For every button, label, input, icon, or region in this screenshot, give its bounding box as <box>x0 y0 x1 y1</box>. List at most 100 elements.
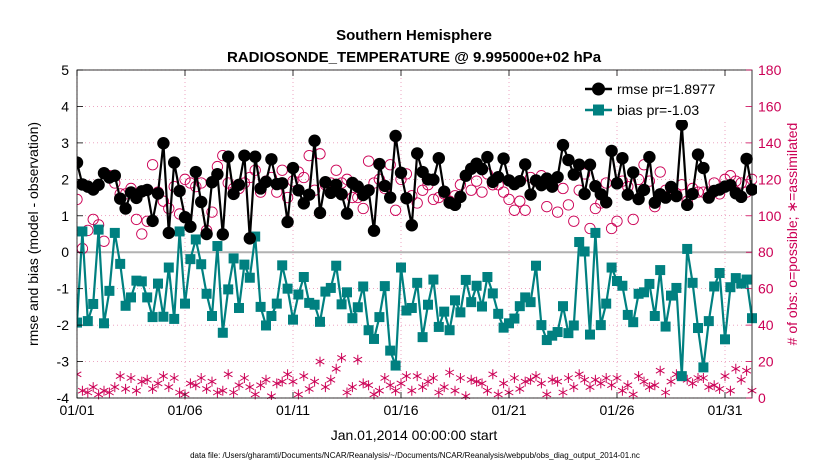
bias-point <box>131 275 142 286</box>
bias-point <box>579 246 590 257</box>
assimilated-obs-point <box>315 356 325 367</box>
legend-bias-marker <box>593 104 604 116</box>
assimilated-obs-point <box>655 365 665 376</box>
assimilated-obs-point <box>509 373 519 383</box>
rmse-point <box>222 150 235 163</box>
bias-point <box>315 316 325 327</box>
bias-point <box>520 292 531 303</box>
y-axis-label-right: # of obs: o=possible; ∗=assimilated <box>784 123 800 346</box>
rmse-point <box>745 183 757 196</box>
rmse-point <box>670 189 683 203</box>
rmse-point <box>303 188 316 201</box>
possible-obs-point <box>611 215 623 227</box>
bias-point <box>601 298 612 309</box>
bias-point <box>228 253 239 264</box>
possible-obs-point <box>244 171 256 184</box>
legend-bias-label: bias pr=-1.03 <box>617 102 699 118</box>
x-tick-label: 01/01 <box>59 402 94 418</box>
rmse-point <box>497 152 510 165</box>
assimilated-obs-point <box>212 387 222 398</box>
assimilated-obs-point <box>331 363 341 374</box>
bias-point <box>563 328 574 339</box>
bias-point <box>255 301 266 312</box>
y-axis-label-left: rmse and bias (model - observation) <box>25 122 41 346</box>
bias-point <box>266 311 277 321</box>
rmse-point <box>616 151 629 165</box>
rmse-point <box>432 151 445 165</box>
bias-point <box>612 276 622 287</box>
assimilated-obs-point <box>337 352 347 363</box>
rmse-point <box>686 187 699 201</box>
assimilated-obs-point <box>88 382 98 393</box>
rmse-point <box>362 184 375 197</box>
rmse-point <box>400 192 413 205</box>
assimilated-obs-point <box>547 374 557 385</box>
possible-obs-point <box>497 186 510 198</box>
legend-rmse-marker <box>592 82 605 96</box>
assimilated-obs-point <box>666 376 676 387</box>
bias-point <box>120 300 131 311</box>
assimilated-obs-point <box>347 382 357 393</box>
bias-point <box>428 274 439 285</box>
rmse-point <box>178 211 192 224</box>
bias-point <box>352 302 363 313</box>
rmse-point <box>438 185 451 198</box>
bias-point <box>450 295 460 306</box>
bias-point <box>207 311 217 321</box>
bias-point <box>320 286 331 297</box>
possible-obs-point <box>605 222 618 235</box>
rmse-point <box>637 183 651 197</box>
assimilated-obs-point <box>650 380 660 391</box>
bias-point <box>190 234 201 245</box>
possible-obs-point <box>389 204 402 216</box>
bias-point <box>412 277 423 288</box>
bias-point <box>142 292 153 303</box>
rmse-point <box>519 158 532 171</box>
rmse-point <box>195 195 208 209</box>
rmse-point <box>200 227 213 241</box>
assimilated-obs-point <box>148 383 158 394</box>
bias-point <box>358 281 369 292</box>
bias-point <box>126 292 136 303</box>
bias-point <box>558 301 568 312</box>
y-tick-label: -3 <box>57 354 70 370</box>
possible-obs-point <box>427 193 440 206</box>
assimilated-obs-point <box>207 376 217 387</box>
assimilated-obs-point <box>353 354 363 365</box>
assimilated-obs-point <box>99 385 109 396</box>
possible-obs-point <box>357 202 369 215</box>
rmse-point <box>605 144 618 158</box>
rmse-point <box>281 215 294 229</box>
assimilated-obs-point <box>299 371 309 382</box>
bias-point <box>336 299 347 310</box>
rmse-point <box>319 176 332 189</box>
assimilated-obs-point <box>77 385 87 396</box>
rmse-point <box>211 168 224 181</box>
rmse-point <box>232 178 246 191</box>
rmse-point <box>556 138 570 152</box>
bias-point <box>487 288 498 299</box>
assimilated-obs-point <box>558 387 568 398</box>
bias-point <box>730 273 741 284</box>
bias-point <box>390 360 401 371</box>
possible-obs-point <box>551 206 564 218</box>
bias-point <box>288 314 298 325</box>
rmse-point <box>492 170 505 184</box>
assimilated-obs-point <box>466 374 476 385</box>
bias-point <box>622 309 633 320</box>
bias-point <box>385 345 396 356</box>
assimilated-obs-point <box>396 378 406 389</box>
assimilated-obs-point <box>77 369 82 380</box>
possible-obs-point <box>476 186 488 198</box>
bias-point <box>0 211 10 221</box>
rmse-point <box>286 161 300 175</box>
bias-point <box>676 371 687 382</box>
assimilated-obs-point <box>553 376 563 387</box>
assimilated-obs-point <box>644 382 654 393</box>
assimilated-obs-point <box>191 380 201 391</box>
rmse-point <box>367 224 381 237</box>
assimilated-obs-point <box>434 387 444 398</box>
assimilated-obs-point <box>277 376 287 387</box>
bias-point <box>482 272 493 283</box>
